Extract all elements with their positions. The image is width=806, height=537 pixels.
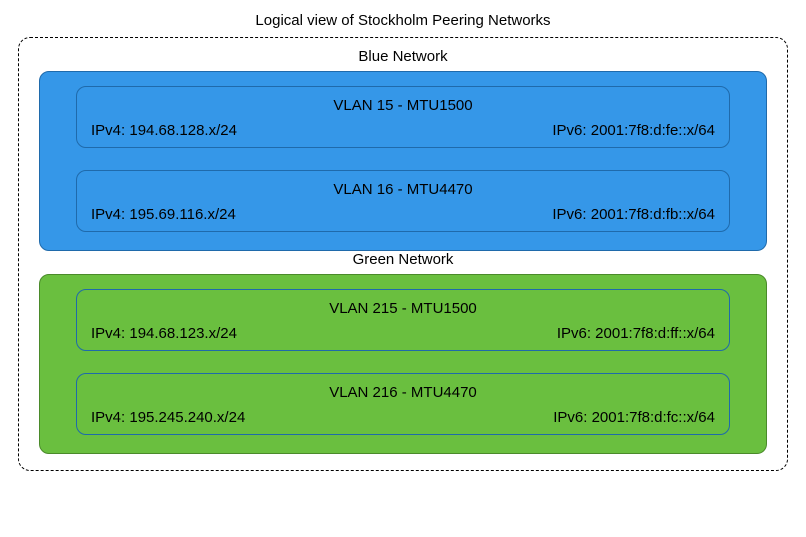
vlan-ipv4: IPv4: 194.68.123.x/24 (91, 325, 237, 342)
network-label-blue: Blue Network (39, 48, 767, 65)
network-section-green: Green Network VLAN 215 - MTU1500 IPv4: 1… (39, 251, 767, 454)
vlan-box-15: VLAN 15 - MTU1500 IPv4: 194.68.128.x/24 … (76, 86, 730, 148)
vlan-title: VLAN 215 - MTU1500 (91, 300, 715, 317)
vlan-box-216: VLAN 216 - MTU4470 IPv4: 195.245.240.x/2… (76, 373, 730, 435)
vlan-ipv6: IPv6: 2001:7f8:d:fc::x/64 (553, 409, 715, 426)
vlan-addrs: IPv4: 195.245.240.x/24 IPv6: 2001:7f8:d:… (91, 409, 715, 426)
vlan-ipv6: IPv6: 2001:7f8:d:fe::x/64 (552, 122, 715, 139)
vlan-ipv4: IPv4: 194.68.128.x/24 (91, 122, 237, 139)
vlan-addrs: IPv4: 194.68.128.x/24 IPv6: 2001:7f8:d:f… (91, 122, 715, 139)
vlan-title: VLAN 15 - MTU1500 (91, 97, 715, 114)
network-section-blue: Blue Network VLAN 15 - MTU1500 IPv4: 194… (39, 48, 767, 251)
vlan-ipv6: IPv6: 2001:7f8:d:ff::x/64 (557, 325, 715, 342)
diagram-title: Logical view of Stockholm Peering Networ… (18, 12, 788, 29)
network-label-green: Green Network (39, 251, 767, 268)
outer-container: Blue Network VLAN 15 - MTU1500 IPv4: 194… (18, 37, 788, 471)
network-box-green: VLAN 215 - MTU1500 IPv4: 194.68.123.x/24… (39, 274, 767, 454)
vlan-addrs: IPv4: 194.68.123.x/24 IPv6: 2001:7f8:d:f… (91, 325, 715, 342)
vlan-box-215: VLAN 215 - MTU1500 IPv4: 194.68.123.x/24… (76, 289, 730, 351)
vlan-ipv6: IPv6: 2001:7f8:d:fb::x/64 (552, 206, 715, 223)
vlan-ipv4: IPv4: 195.69.116.x/24 (91, 206, 236, 223)
vlan-box-16: VLAN 16 - MTU4470 IPv4: 195.69.116.x/24 … (76, 170, 730, 232)
vlan-ipv4: IPv4: 195.245.240.x/24 (91, 409, 245, 426)
vlan-title: VLAN 216 - MTU4470 (91, 384, 715, 401)
vlan-title: VLAN 16 - MTU4470 (91, 181, 715, 198)
network-box-blue: VLAN 15 - MTU1500 IPv4: 194.68.128.x/24 … (39, 71, 767, 251)
vlan-addrs: IPv4: 195.69.116.x/24 IPv6: 2001:7f8:d:f… (91, 206, 715, 223)
